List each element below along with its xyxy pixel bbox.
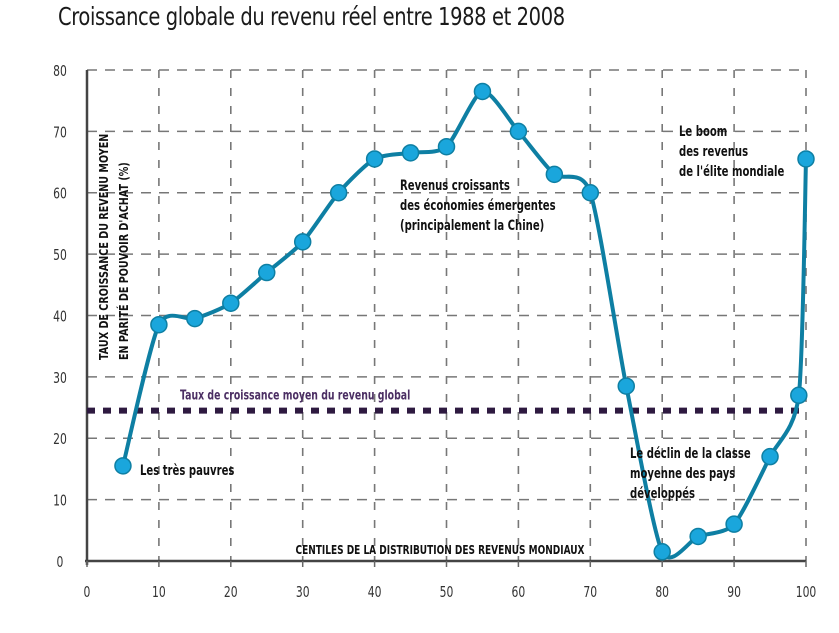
x-tick-label: 80: [655, 584, 669, 601]
data-point: [293, 233, 312, 251]
y-tick-label: 20: [53, 432, 67, 449]
annotation-line: développés: [630, 485, 695, 501]
data-point: [689, 527, 707, 546]
data-point: [797, 150, 815, 168]
reference-line-group: Taux de croissance moyen du revenu globa…: [87, 387, 806, 414]
tick-labels: 0 10 20 30 40 50 60 70 80 0 10 20 30 40 50 60 70 80 90 100: [53, 63, 816, 601]
reference-line-label: Taux de croissance moyen du revenu globa…: [180, 387, 410, 403]
annotation-line: de l'élite mondiale: [679, 163, 784, 179]
annotation-line: moyenne des pays: [630, 465, 735, 481]
x-tick-label: 30: [296, 584, 310, 601]
annotation-middle: Le déclin de la classe moyenne des pays dé…: [630, 445, 751, 501]
y-tick-label: 50: [53, 248, 67, 265]
annotations: Les très pauvres Revenus croissants des éc…: [140, 123, 784, 501]
axis-labels: CENTILES DE LA DISTRIBUTION DES REVENUS …: [97, 134, 585, 558]
x-tick-label: 50: [440, 584, 454, 601]
x-tick-label: 90: [727, 584, 741, 601]
x-tick-label: 60: [512, 584, 526, 601]
annotation-line: des économies émergentes: [400, 197, 556, 213]
x-tick-label: 20: [224, 584, 238, 601]
y-tick-label: 30: [53, 370, 67, 387]
annotation-emerging: Revenus croissants des économies émergent…: [400, 177, 556, 233]
axes: [85, 70, 807, 567]
data-point: [509, 122, 528, 141]
data-point: [545, 165, 564, 184]
data-point: [222, 294, 240, 312]
series-line: [121, 89, 808, 560]
annotation-poor: Les très pauvres: [140, 462, 234, 478]
chart-title: Croissance globale du revenu réel entre …: [58, 2, 565, 31]
data-point: [761, 447, 779, 466]
y-tick-label: 10: [53, 493, 67, 510]
annotation-line: Le boom: [679, 123, 727, 139]
x-tick-label: 70: [583, 584, 597, 601]
data-point: [790, 386, 808, 405]
annotation-line: Revenus croissants: [400, 177, 510, 193]
y-tick-label: 60: [53, 186, 67, 203]
data-point: [150, 315, 168, 334]
annotation-line: des revenus: [679, 143, 748, 159]
series-group: [114, 82, 815, 561]
annotation-line: (principalement la Chine): [400, 217, 544, 233]
y-tick-label: 70: [53, 125, 67, 142]
data-point: [114, 457, 132, 475]
data-point: [258, 263, 276, 282]
grid: [87, 69, 807, 561]
data-point: [401, 144, 420, 162]
data-point: [473, 82, 492, 101]
data-point: [365, 150, 384, 168]
annotation-line: Le déclin de la classe: [630, 445, 751, 461]
data-point: [186, 309, 204, 328]
y-axis-label-line: TAUX DE CROISSANCE DU REVENU MOYEN: [97, 134, 111, 360]
data-point: [617, 377, 635, 395]
x-tick-label: 100: [796, 584, 817, 601]
y-axis-label-line: EN PARITÉ DE POUVOIR D'ACHAT (%): [117, 162, 131, 360]
annotation-line: Les très pauvres: [140, 462, 234, 478]
annotation-elite: Le boom des revenus de l'élite mondiale: [679, 123, 784, 179]
y-tick-label: 40: [53, 309, 67, 326]
x-tick-label: 10: [152, 584, 166, 601]
x-axis-label: CENTILES DE LA DISTRIBUTION DES REVENUS …: [296, 544, 585, 558]
data-point: [329, 184, 348, 202]
y-tick-label: 80: [53, 63, 67, 80]
y-tick-label: 0: [57, 554, 64, 571]
data-point: [725, 515, 743, 533]
x-tick-label: 0: [84, 584, 91, 601]
x-tick-label: 40: [368, 584, 382, 601]
data-point: [437, 137, 456, 156]
data-point: [581, 184, 600, 202]
data-point: [653, 543, 671, 561]
